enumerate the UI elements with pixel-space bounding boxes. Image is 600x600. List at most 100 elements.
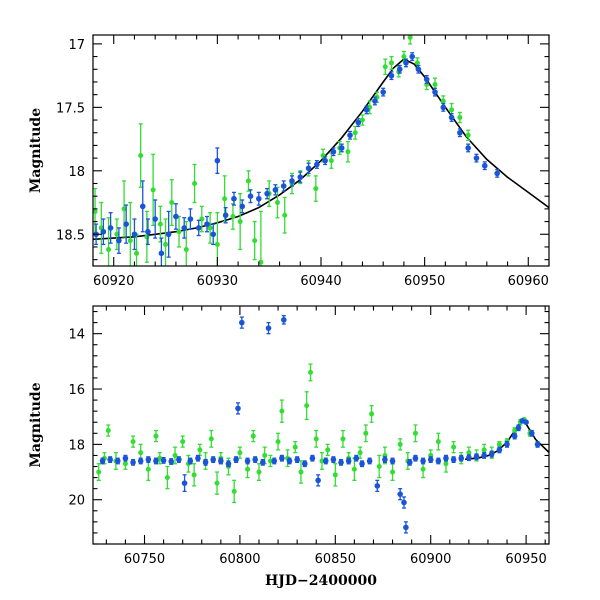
blue-data-point (279, 455, 285, 462)
green-data-point (352, 130, 358, 136)
green-data-point (153, 433, 159, 439)
green-data-point (172, 452, 178, 458)
blue-data-point (330, 148, 337, 155)
blue-data-point (488, 451, 495, 457)
green-data-point (465, 132, 471, 138)
green-data-point (432, 82, 438, 87)
model-curve (93, 58, 549, 241)
green-data-point (222, 196, 228, 202)
x-tick-label: 60750 (124, 552, 165, 567)
plot-area (93, 35, 549, 266)
blue-data-point (443, 455, 449, 462)
blue-data-point (239, 203, 246, 210)
green-data-point (304, 403, 310, 409)
x-tick-label: 60850 (315, 552, 356, 567)
blue-data-point (116, 237, 122, 244)
green-data-point (138, 153, 144, 159)
y-axis-label: Magnitude (28, 382, 44, 467)
y-tick-label: 18.5 (56, 228, 85, 243)
green-data-point (351, 466, 357, 472)
blue-data-point (309, 455, 316, 462)
green-data-point (192, 181, 198, 186)
green-data-point (382, 64, 388, 70)
blue-data-point (363, 107, 370, 113)
blue-data-point (515, 424, 522, 431)
blue-data-point (280, 183, 287, 189)
green-data-point (274, 200, 280, 206)
green-data-point (138, 450, 144, 456)
y-tick-label: 18 (68, 165, 85, 180)
green-series (96, 363, 533, 504)
green-data-point (292, 444, 298, 450)
blue-data-point (176, 456, 182, 463)
green-data-point (93, 208, 98, 214)
blue-data-point (239, 319, 245, 326)
green-data-point (150, 187, 156, 193)
blue-series (99, 315, 541, 534)
blue-data-point (260, 459, 266, 466)
green-data-point (144, 234, 150, 240)
blue-data-point (481, 452, 487, 459)
green-data-point (451, 444, 457, 450)
blue-data-point (222, 212, 229, 219)
blue-data-point (181, 225, 187, 231)
green-data-point (127, 238, 133, 244)
x-tick-label: 60960 (508, 274, 549, 289)
blue-data-point (280, 317, 287, 323)
blue-data-point (168, 458, 175, 465)
blue-data-point (244, 458, 251, 464)
blue-data-point (330, 456, 337, 463)
blue-data-point (99, 458, 106, 464)
blue-data-point (412, 455, 419, 462)
green-data-point (359, 117, 365, 123)
blue-data-point (397, 491, 403, 497)
top-panel: 60920 60930 60940 60950 60960 17 17.5 18 18.5 Mag… (28, 34, 550, 289)
blue-data-point (473, 454, 480, 460)
green-data-point (466, 450, 472, 456)
green-data-point (169, 200, 175, 206)
y-tick-label: 14 (68, 328, 85, 343)
blue-data-point (403, 524, 409, 531)
green-data-point (279, 408, 285, 414)
green-data-point (258, 259, 264, 265)
blue-data-point (225, 460, 232, 467)
blue-data-point (322, 458, 329, 464)
green-data-point (262, 452, 268, 458)
blue-data-point (187, 216, 194, 222)
blue-data-point (305, 165, 312, 172)
green-data-point (313, 186, 319, 192)
green-data-point (163, 241, 169, 247)
blue-data-point (322, 157, 328, 164)
blue-data-point (165, 231, 172, 238)
blue-data-point (448, 114, 455, 121)
x-tick-label: 60950 (404, 274, 445, 289)
blue-data-point (389, 458, 396, 464)
blue-data-point (359, 460, 365, 467)
green-data-point (332, 472, 338, 478)
blue-data-point (440, 104, 447, 111)
blue-data-point (496, 447, 503, 453)
green-data-point (237, 450, 243, 456)
blue-data-point (432, 89, 438, 95)
green-data-point (245, 178, 251, 184)
green-data-point (145, 466, 151, 472)
blue-data-point (534, 441, 541, 448)
blue-data-point (187, 458, 194, 464)
blue-data-point (294, 456, 300, 463)
blue-data-point (152, 216, 158, 222)
plot-area (96, 315, 549, 534)
plot-frame (92, 305, 550, 545)
blue-data-point (131, 231, 138, 238)
green-data-point (252, 238, 258, 244)
green-data-point (130, 439, 136, 445)
y-tick-label: 16 (68, 383, 85, 398)
green-data-point (512, 428, 518, 434)
blue-data-point (415, 66, 422, 73)
blue-series (93, 52, 500, 266)
blue-data-point (210, 456, 217, 463)
blue-data-point (450, 456, 457, 463)
blue-data-point (235, 405, 241, 412)
green-data-point (313, 436, 319, 442)
x-tick-label: 60930 (197, 274, 238, 289)
green-data-point (308, 369, 314, 375)
